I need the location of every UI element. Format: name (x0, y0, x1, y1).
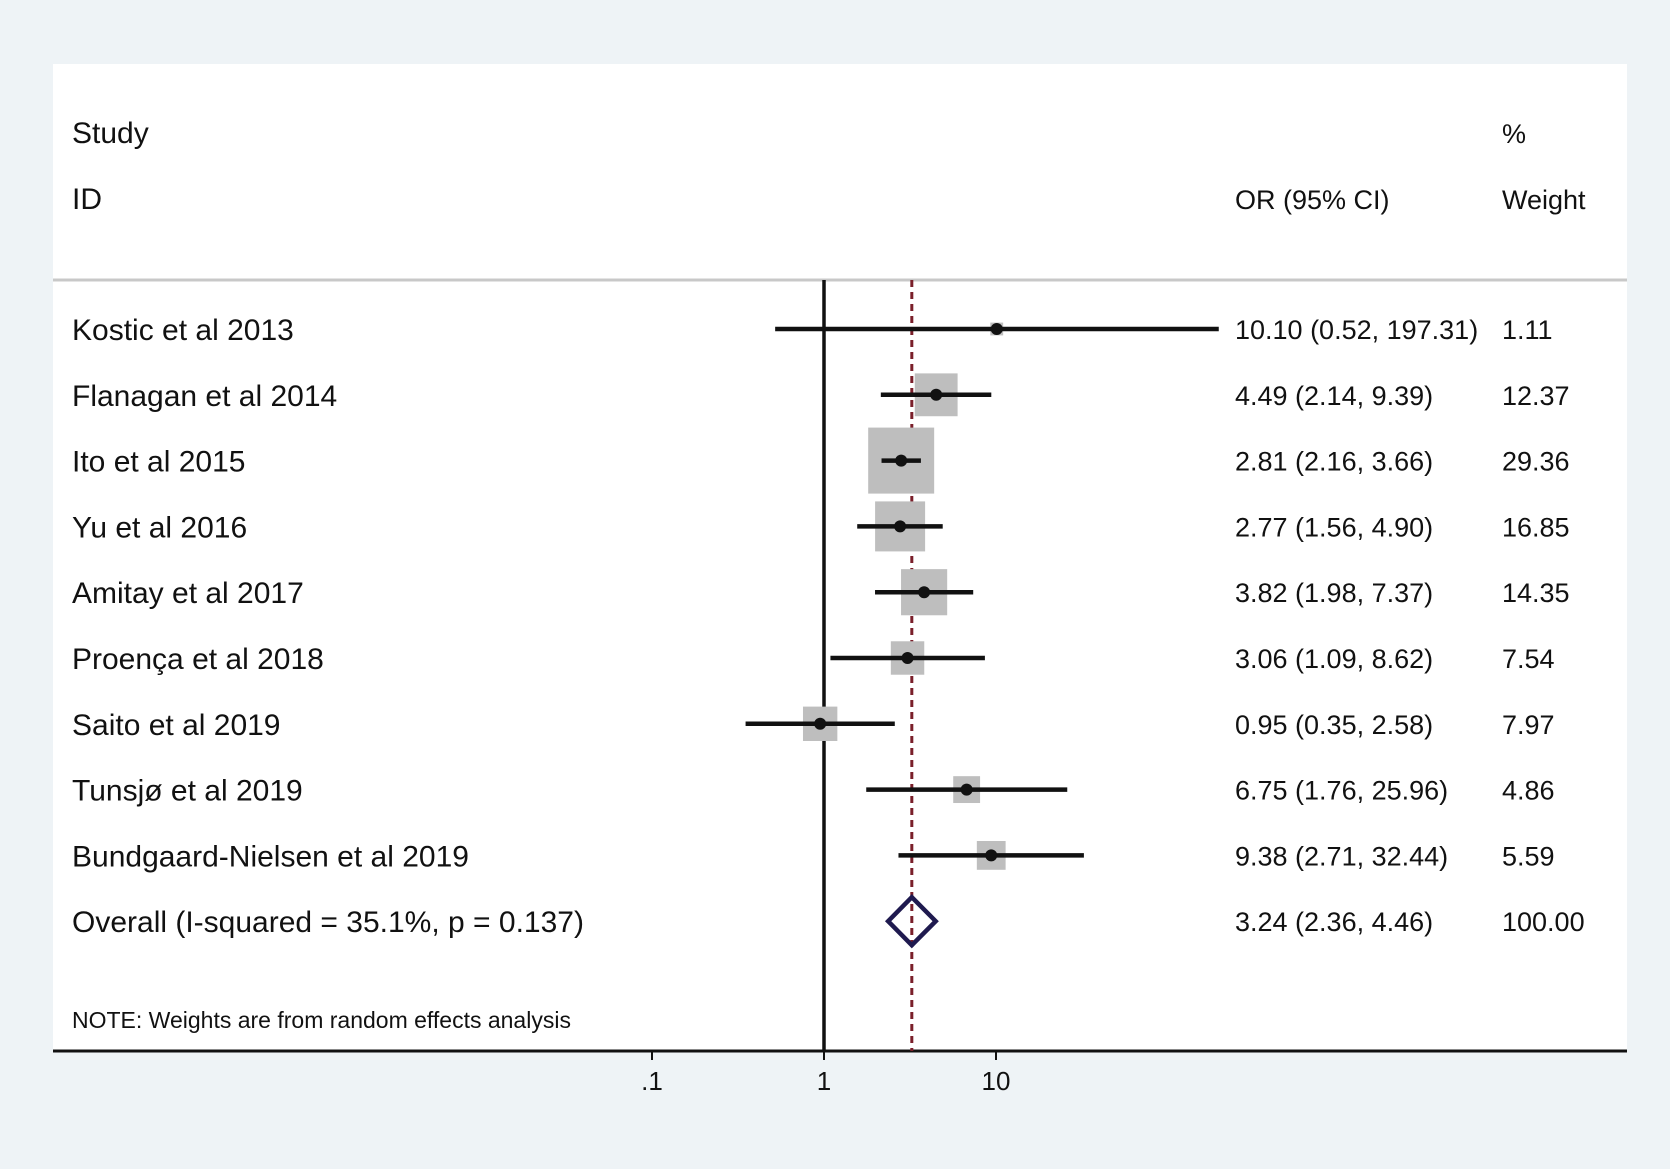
x-tick-label: 10 (982, 1066, 1011, 1096)
point-estimate (960, 783, 973, 796)
overall-weight: 100.00 (1502, 907, 1585, 937)
study-or-ci: 9.38 (2.71, 32.44) (1235, 841, 1448, 871)
study-label: Proença et al 2018 (72, 643, 324, 676)
study-or-ci: 10.10 (0.52, 197.31) (1235, 315, 1478, 345)
header-or-ci: OR (95% CI) (1235, 185, 1390, 215)
study-weight: 4.86 (1502, 776, 1555, 806)
study-label: Amitay et al 2017 (72, 577, 304, 610)
study-label: Flanagan et al 2014 (72, 380, 337, 413)
study-label: Tunsjø et al 2019 (72, 775, 303, 808)
study-or-ci: 3.06 (1.09, 8.62) (1235, 644, 1433, 674)
study-label: Bundgaard-Nielsen et al 2019 (72, 840, 469, 873)
header-percent: % (1502, 119, 1526, 149)
forest-plot-panel (53, 64, 1627, 1051)
x-tick-label: 1 (817, 1066, 831, 1096)
overall-or-ci: 3.24 (2.36, 4.46) (1235, 907, 1433, 937)
study-weight: 7.54 (1502, 644, 1555, 674)
study-or-ci: 3.82 (1.98, 7.37) (1235, 578, 1433, 608)
study-weight: 7.97 (1502, 710, 1555, 740)
study-or-ci: 6.75 (1.76, 25.96) (1235, 776, 1448, 806)
study-label: Saito et al 2019 (72, 709, 281, 742)
study-or-ci: 2.81 (2.16, 3.66) (1235, 447, 1433, 477)
study-weight: 12.37 (1502, 381, 1570, 411)
point-estimate (895, 454, 908, 467)
header-id: ID (72, 183, 102, 216)
overall-diamond (884, 894, 939, 949)
point-estimate (985, 849, 998, 862)
point-estimate (894, 520, 907, 533)
point-estimate (901, 652, 914, 664)
study-weight: 16.85 (1502, 512, 1570, 542)
weights-note: NOTE: Weights are from random effects an… (72, 1007, 571, 1033)
point-estimate (930, 388, 943, 401)
study-label: Yu et al 2016 (72, 511, 247, 544)
study-weight: 29.36 (1502, 447, 1570, 477)
study-or-ci: 2.77 (1.56, 4.90) (1235, 512, 1433, 542)
overall-label: Overall (I-squared = 35.1%, p = 0.137) (72, 906, 584, 939)
study-weight: 1.11 (1502, 315, 1553, 345)
study-weight: 14.35 (1502, 578, 1570, 608)
header-weight: Weight (1502, 185, 1586, 215)
study-weight: 5.59 (1502, 841, 1555, 871)
study-label: Kostic et al 2013 (72, 314, 294, 347)
x-tick-label: .1 (641, 1066, 663, 1096)
point-estimate (918, 586, 931, 599)
study-or-ci: 0.95 (0.35, 2.58) (1235, 710, 1433, 740)
point-estimate (990, 323, 1003, 335)
study-or-ci: 4.49 (2.14, 9.39) (1235, 381, 1433, 411)
header-study: Study (72, 117, 149, 150)
study-label: Ito et al 2015 (72, 446, 245, 479)
point-estimate (814, 717, 827, 730)
